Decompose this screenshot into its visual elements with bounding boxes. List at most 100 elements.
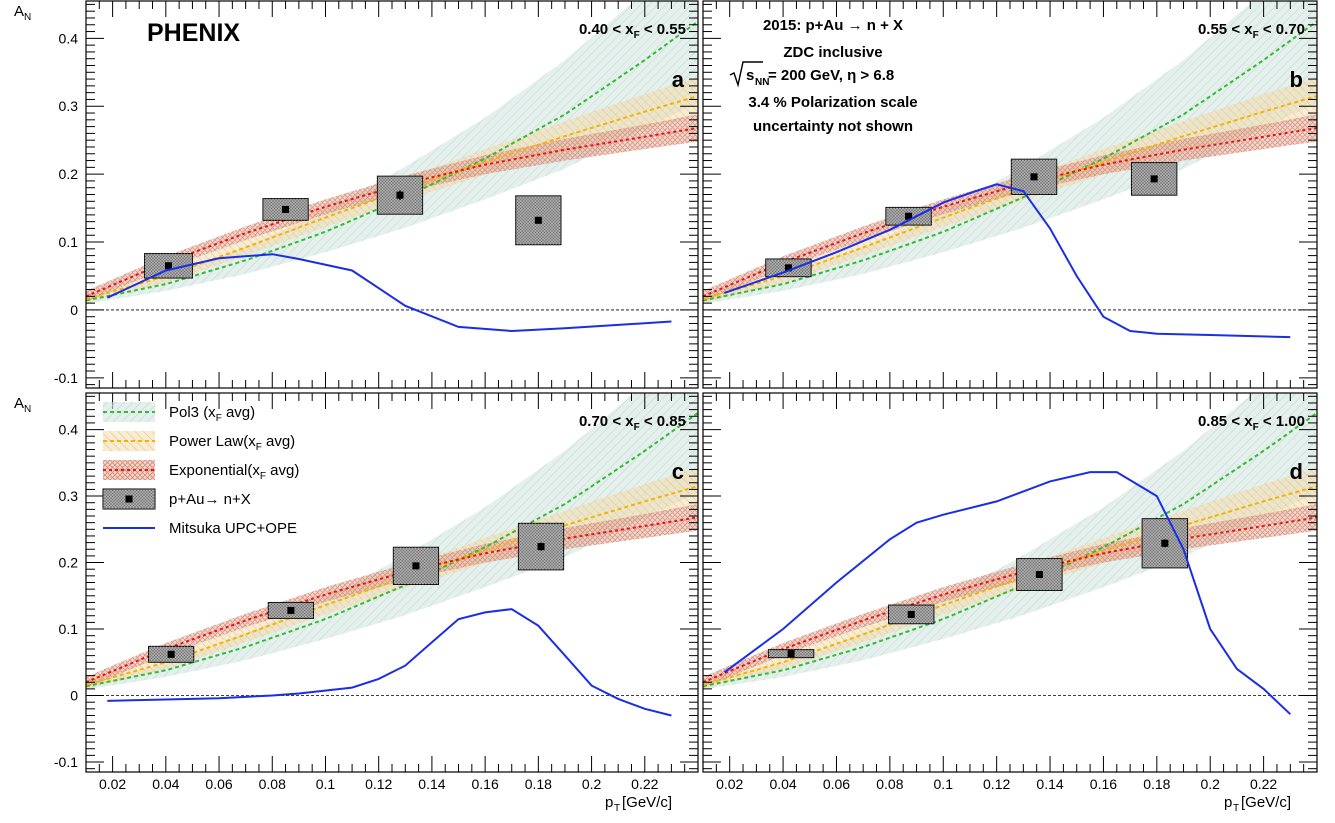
panel-plot-area bbox=[703, 1, 1317, 339]
info-line-3-sub: NN bbox=[755, 77, 769, 88]
x-tick-label: 0.02 bbox=[716, 776, 743, 792]
data-point bbox=[907, 610, 915, 618]
x-tick-label: 0.18 bbox=[525, 776, 552, 792]
y-axis-label-sub: N bbox=[24, 404, 31, 415]
data-point bbox=[282, 205, 290, 213]
legend-label-power: Power Law(xF avg) bbox=[169, 433, 295, 453]
x-tick-label: 0.22 bbox=[631, 776, 658, 792]
info-line-4: 3.4 % Polarization scale bbox=[748, 94, 917, 111]
y-axis-title-bottom: A N bbox=[14, 395, 31, 415]
xf-range-label: 0.40 < xF < 0.55 bbox=[579, 21, 686, 41]
x-tick-label: 0.16 bbox=[472, 776, 499, 792]
legend-label-sub: F bbox=[216, 413, 222, 424]
legend-label-main: p+Au→ n+X bbox=[169, 491, 251, 508]
x-tick-label: 0.2 bbox=[1200, 776, 1220, 792]
info-line-1: 2015: p+Au → n + X bbox=[763, 17, 903, 34]
xf-range-sub: F bbox=[634, 422, 640, 433]
data-point bbox=[1161, 539, 1169, 547]
x-axis-unit: [GeV/c] bbox=[1241, 794, 1291, 811]
data-point bbox=[784, 264, 792, 272]
y-tick-label: 0.2 bbox=[59, 166, 79, 182]
panel-a: -0.1 0 0.1 0.2 0.3 0.4 a 0.40 < xF < 0.55 bbox=[54, 0, 699, 389]
data-point bbox=[412, 562, 420, 570]
fit-line-exp bbox=[86, 516, 698, 684]
legend-label-sub: F bbox=[256, 442, 262, 453]
data-point bbox=[905, 212, 913, 220]
info-line-3: s NN = 200 GeV, η > 6.8 bbox=[729, 61, 894, 88]
panel-letter: d bbox=[1290, 459, 1303, 484]
x-tick-label: 0.08 bbox=[259, 776, 286, 792]
legend-label-tail: avg) bbox=[262, 433, 295, 450]
legend-label-main: Mitsuka UPC+OPE bbox=[169, 520, 297, 537]
legend-label-exp: Exponential(xF avg) bbox=[169, 462, 299, 482]
fit-band-hatch-pol3 bbox=[703, 1, 1317, 304]
panel-d: 0.02 0.04 0.06 0.08 0.1 0.12 0.14 0.16 0.18 0.2 0.… bbox=[702, 392, 1318, 792]
y-tick-label: -0.1 bbox=[54, 370, 78, 386]
data-point bbox=[534, 216, 542, 224]
info-line-5: uncertainty not shown bbox=[753, 118, 913, 135]
fit-line-exp bbox=[703, 516, 1317, 684]
theory-curve bbox=[723, 471, 1291, 715]
experiment-label: PHENIX bbox=[147, 19, 240, 47]
x-tick-label: 0.16 bbox=[1090, 776, 1117, 792]
x-tick-label: 0.02 bbox=[99, 776, 126, 792]
y-tick-label: 0.2 bbox=[59, 555, 79, 571]
x-tick-label: 0.2 bbox=[582, 776, 602, 792]
panel-c: -0.1 0 0.1 0.2 0.3 0.4 0.02 0.04 0.06 0.08 0.1 0.12… bbox=[54, 392, 699, 792]
x-tick-label: 0.04 bbox=[152, 776, 179, 792]
xf-range-hi: < 0.70 bbox=[1259, 21, 1305, 38]
legend-label-main: Power Law(x bbox=[169, 433, 256, 450]
data-point bbox=[1030, 173, 1038, 181]
xf-range-label: 0.85 < xF < 1.00 bbox=[1198, 413, 1305, 433]
x-axis-label-sub: T bbox=[614, 803, 620, 814]
data-point bbox=[167, 650, 175, 658]
legend-swatch-hatch-pol3 bbox=[103, 402, 155, 422]
xf-range-hi: < 0.55 bbox=[640, 21, 686, 38]
y-tick-label: 0 bbox=[70, 688, 78, 704]
x-tick-label: 0.1 bbox=[316, 776, 336, 792]
data-point bbox=[164, 262, 172, 270]
info-box: 2015: p+Au → n + X ZDC inclusive s NN = … bbox=[729, 17, 918, 135]
fit-band-hatch-pol3 bbox=[86, 393, 698, 690]
xf-range-lo: 0.55 < x bbox=[1198, 21, 1253, 38]
legend-label-tail: avg) bbox=[222, 404, 255, 421]
panel-letter: c bbox=[672, 459, 684, 484]
panel-plot-area bbox=[703, 393, 1317, 715]
xf-range-hi: < 0.85 bbox=[640, 413, 686, 430]
x-tick-label: 0.04 bbox=[769, 776, 796, 792]
panel-plot-area bbox=[86, 1, 698, 333]
x-axis-label-sub: T bbox=[1233, 803, 1239, 814]
x-tick-label: 0.08 bbox=[876, 776, 903, 792]
y-tick-label: 0.1 bbox=[59, 234, 79, 250]
xf-range-lo: 0.70 < x bbox=[579, 413, 634, 430]
legend-label-pol3: Pol3 (xF avg) bbox=[169, 404, 255, 424]
y-tick-label: 0 bbox=[70, 302, 78, 318]
y-axis-label-a: A bbox=[14, 3, 24, 20]
legend-swatch-hatch-power bbox=[103, 431, 155, 451]
x-tick-label: 0.18 bbox=[1143, 776, 1170, 792]
fit-band-hatch-pol3 bbox=[86, 1, 698, 304]
xf-range-lo: 0.85 < x bbox=[1198, 413, 1253, 430]
xf-range-label: 0.55 < xF < 0.70 bbox=[1198, 21, 1305, 41]
panel-letter: a bbox=[672, 67, 685, 92]
fit-band-hatch-exp bbox=[703, 114, 1317, 302]
y-tick-label: 0.3 bbox=[59, 488, 79, 504]
y-axis-label-a: A bbox=[14, 395, 24, 412]
sqrt-icon bbox=[729, 61, 763, 88]
data-point bbox=[1035, 571, 1043, 579]
x-tick-label: 0.12 bbox=[983, 776, 1010, 792]
legend: Pol3 (xF avg)Power Law(xF avg)Exponentia… bbox=[102, 402, 299, 537]
y-axis-title-top: A N bbox=[14, 3, 31, 23]
y-tick-label: 0.3 bbox=[59, 98, 79, 114]
legend-swatch-point bbox=[125, 495, 133, 503]
legend-label-data: p+Au→ n+X bbox=[169, 491, 251, 508]
y-tick-label: 0.4 bbox=[59, 422, 79, 438]
legend-label-main: Pol3 (x bbox=[169, 404, 216, 421]
xf-range-sub: F bbox=[634, 30, 640, 41]
fit-line-pol3 bbox=[703, 20, 1317, 302]
legend-label-tail: avg) bbox=[266, 462, 299, 479]
xf-range-lo: 0.40 < x bbox=[579, 21, 634, 38]
x-axis-title-right: p T [GeV/c] bbox=[1224, 794, 1291, 814]
fit-line-pol3 bbox=[703, 412, 1317, 688]
